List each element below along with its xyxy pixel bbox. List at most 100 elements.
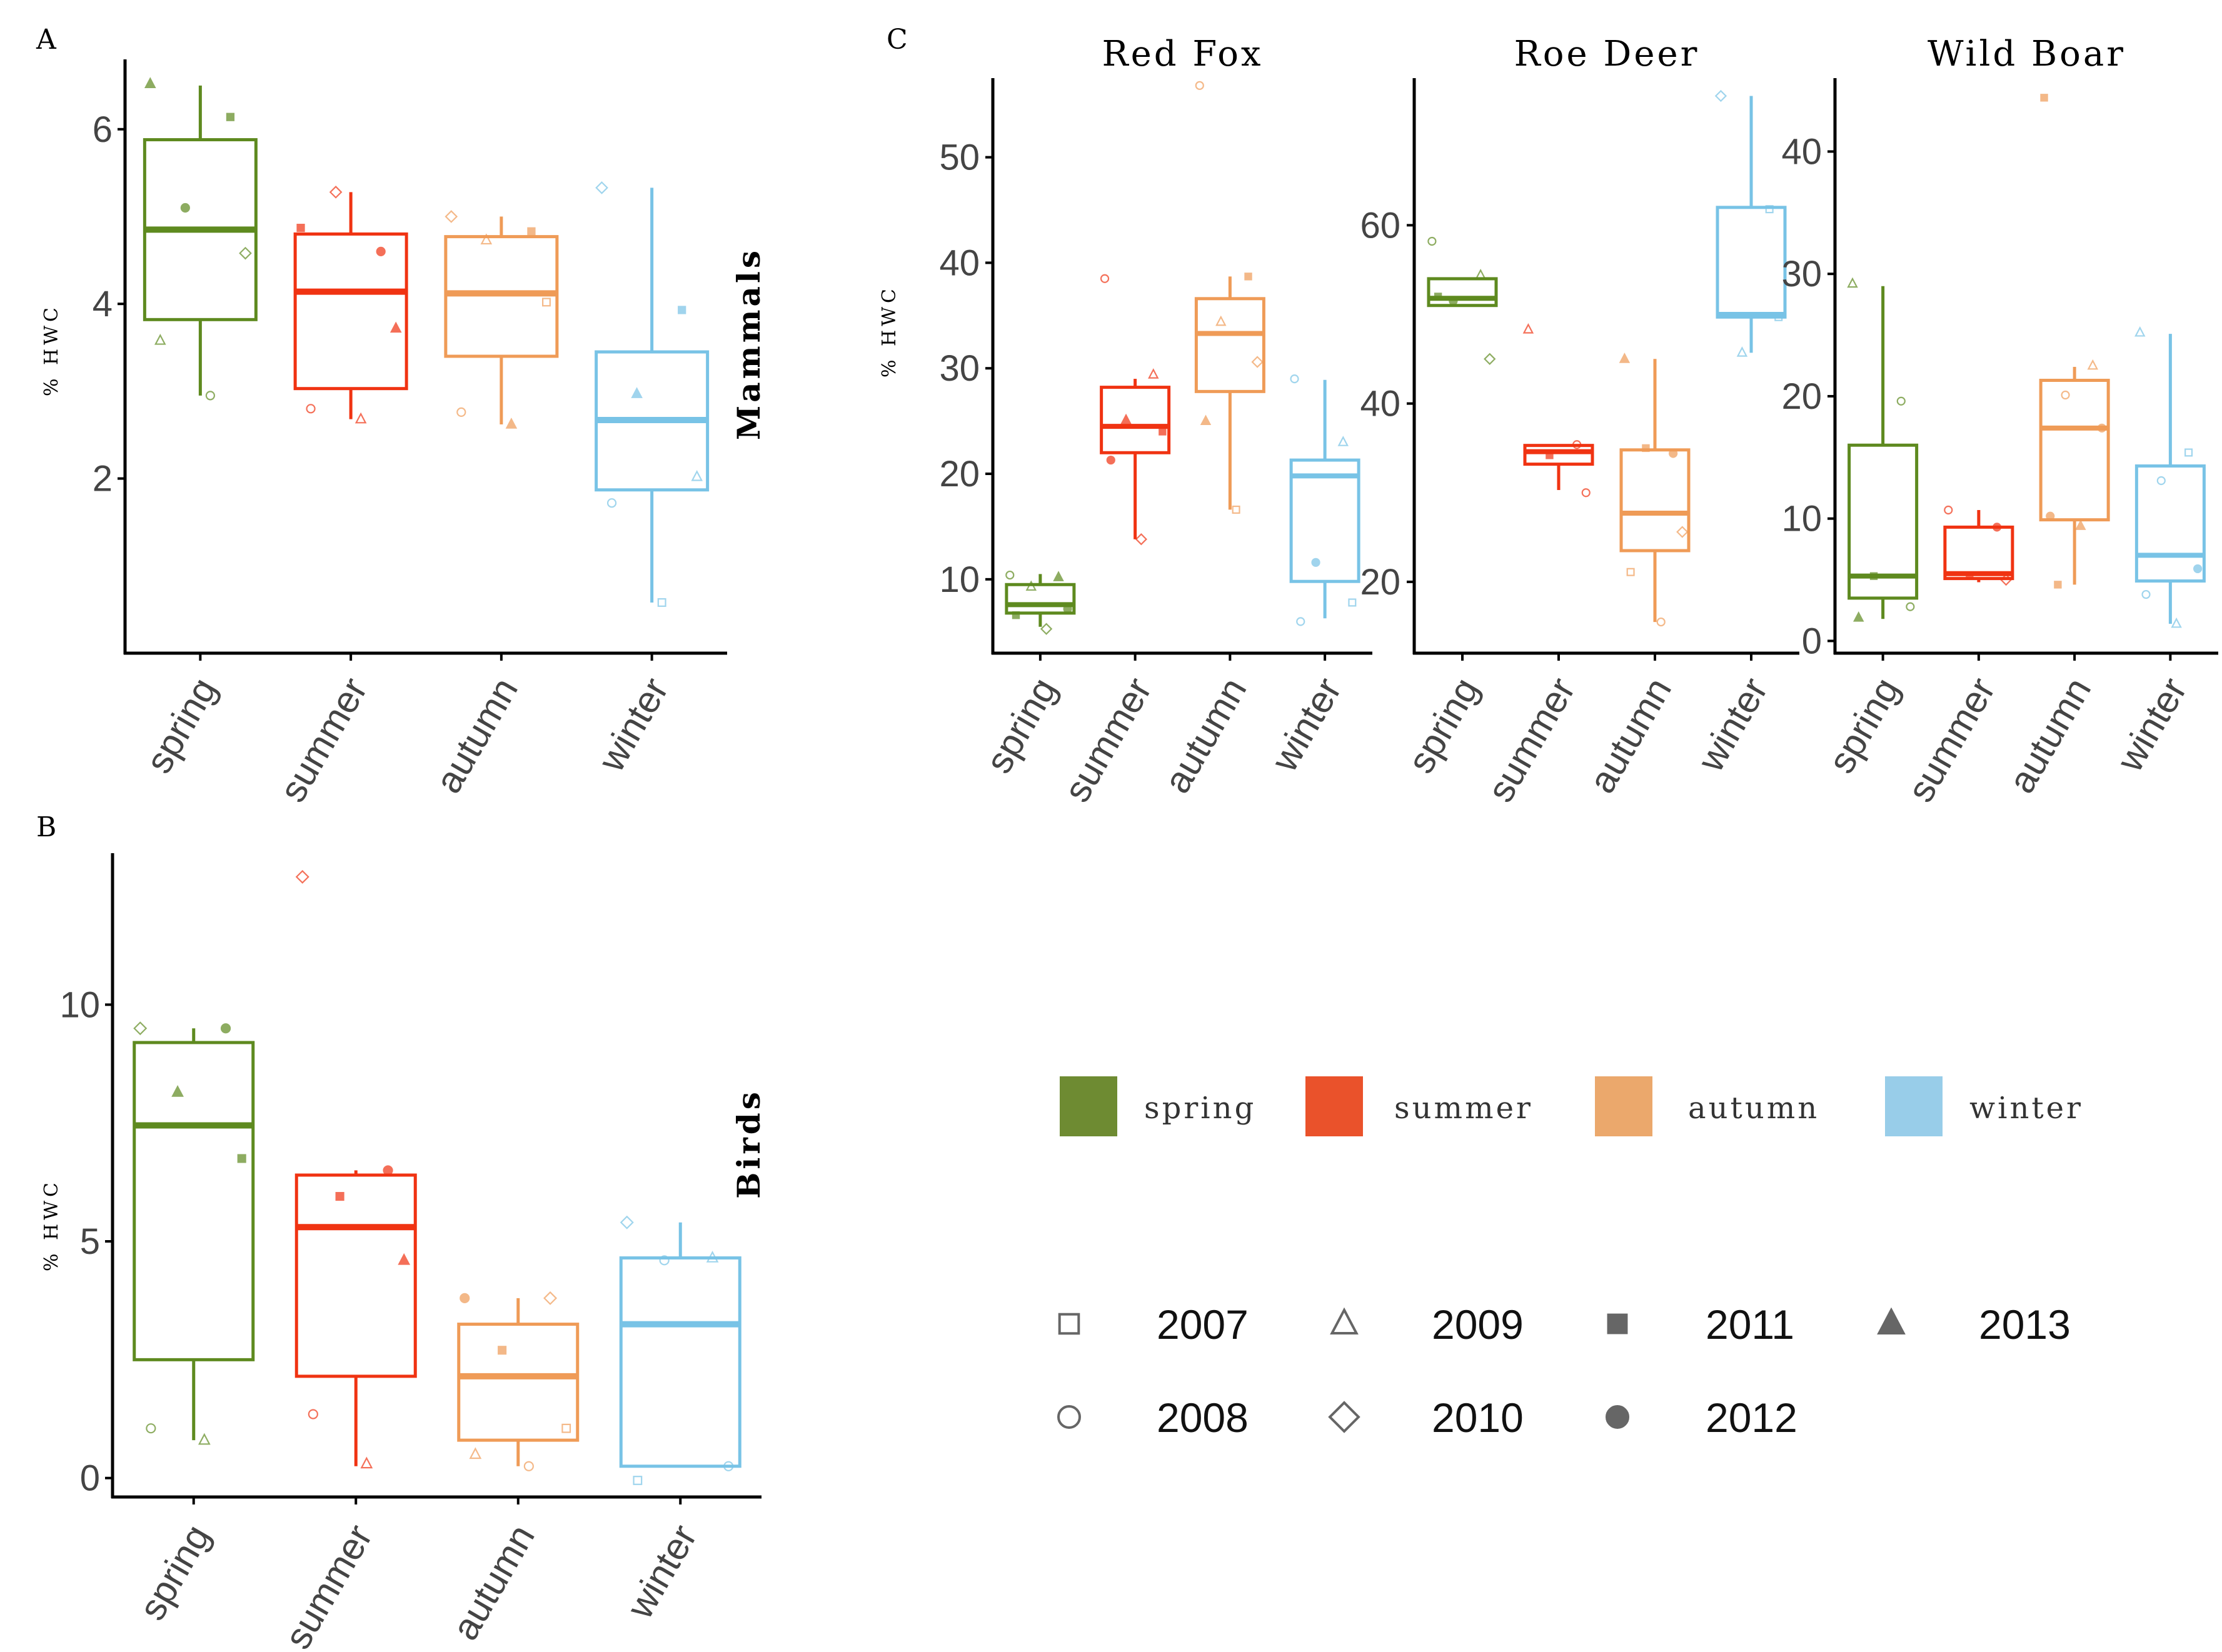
data-point [505,418,518,429]
data-point [308,1409,318,1419]
x-tick-label: autumn [1581,671,1679,800]
data-point [237,1154,246,1163]
data-point [1135,533,1148,546]
data-point [2087,359,2099,370]
data-point [1765,205,1774,214]
data-point [445,210,458,223]
box-spring [133,1028,255,1441]
data-point [542,298,551,307]
legend-label-summer: summer [1394,1091,1533,1126]
data-point [220,1023,231,1034]
panel-b-birds-chart: % HWC Birds 0 5 10 spring summer autumn winter [41,853,767,1652]
data-point [295,869,309,884]
data-point [1195,81,1204,90]
box-winter [619,1222,742,1468]
box-iqr [1289,458,1360,583]
legend-swatch-spring [1060,1076,1117,1136]
legend-swatch-autumn [1595,1076,1652,1136]
legend-label-winter: winter [1969,1091,2083,1126]
data-point [1296,617,1305,626]
box-iqr [1619,448,1691,553]
y-tick-label: 10 [1781,499,1822,539]
legend-shape-2007 [1058,1313,1080,1335]
data-point [1427,236,1437,246]
box-autumn [1619,359,1691,623]
data-point [1040,623,1053,635]
legend-label-spring: spring [1144,1091,1256,1126]
legend-year-2010: 2010 [1432,1394,1524,1441]
data-point [2046,511,2055,521]
data-point [1159,428,1167,436]
box-autumn [444,216,559,424]
data-point [2097,423,2106,433]
x-tick-label: winter [590,671,676,779]
data-point [198,1433,211,1445]
box-spring [1005,574,1076,627]
box-summer [294,1170,417,1466]
data-point [561,1423,571,1433]
data-point [1449,296,1458,306]
box-iqr [1100,386,1171,454]
data-point [1669,449,1678,458]
data-point [1200,414,1212,426]
x-tick-label: spring [1820,671,1908,780]
x-tick-label: winter [2108,671,2195,779]
data-point [1626,568,1635,576]
data-point [1869,572,1878,580]
data-point [2075,519,2086,530]
x-tick-label: spring [138,671,225,780]
legend-shape-2010 [1328,1401,1360,1433]
data-point [1025,580,1037,591]
data-point [296,224,305,233]
y-tick-label: 20 [1781,376,1822,417]
data-point [1148,368,1159,379]
data-point [398,1253,411,1265]
facet-side-label: Mammals [730,248,767,440]
data-point [1581,488,1591,498]
data-point [1244,273,1252,281]
data-point [1736,346,1748,357]
data-point [171,1084,184,1097]
box-iqr [2134,464,2206,583]
data-point [1484,353,1496,365]
panel-c-red-fox-chart: Red Fox % HWC 10 20 30 40 50 springsummerautumn… [878,34,1372,809]
data-point [1896,396,1906,406]
box-spring [1427,277,1498,308]
data-point [1434,293,1442,301]
data-point [226,113,235,121]
panel-a-mammals-chart: % HWC Mammals 2 4 6 spring summer autumn winter [41,59,767,809]
data-point [2184,448,2193,457]
legend-shape-2013 [1877,1307,1906,1334]
y-axis-label: % HWC [41,1179,63,1271]
legend-swatch-winter [1885,1076,1943,1136]
data-point [1012,611,1020,619]
facet-title: Red Fox [1102,34,1263,74]
data-point [527,227,536,236]
data-point [133,1021,148,1036]
data-point [1853,611,1864,622]
data-point [1106,455,1115,465]
box-winter [1716,96,1787,353]
legend: spring summer autumn winter 2007 2009 2011 2013… [1057,1076,2083,1441]
data-point [2193,564,2203,574]
legend-label-autumn: autumn [1688,1091,1819,1126]
box-iqr [1194,297,1265,393]
x-tick-label: spring [1400,671,1487,780]
data-point [1311,558,1320,567]
x-tick-label: autumn [444,1518,543,1647]
box-summer [293,192,408,419]
y-tick-label: 60 [1360,205,1400,246]
data-point [1337,436,1349,446]
data-point [390,321,402,333]
data-point [480,233,493,245]
data-point [1906,602,1915,611]
x-tick-label: autumn [1156,671,1255,800]
y-tick-label: 20 [939,454,980,494]
y-axis-label: % HWC [878,285,900,378]
facet-title: Wild Boar [1928,34,2126,74]
x-tick-label: winter [618,1518,705,1626]
data-point [360,1456,373,1469]
box-summer [1943,509,2014,583]
data-point [2040,94,2048,102]
